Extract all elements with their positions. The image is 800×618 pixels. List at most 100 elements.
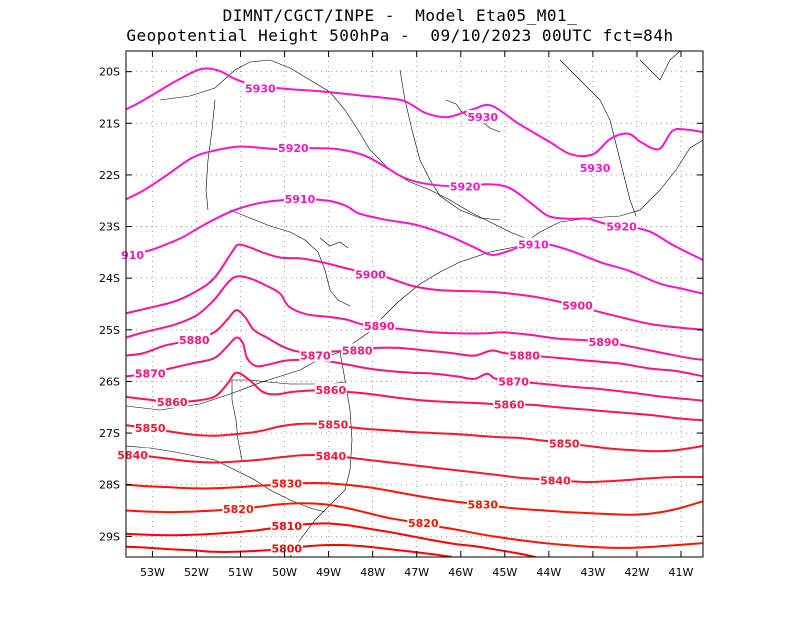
plot-area (126, 51, 703, 557)
coastline-map (126, 51, 703, 557)
contour-label-background (493, 397, 526, 411)
contour-label: 5930 (467, 111, 498, 124)
y-tick-label: 27S (99, 427, 120, 440)
contour-label-background (134, 420, 167, 434)
contour-label-background (277, 141, 310, 155)
contour-label: 5920 (606, 221, 637, 234)
y-tick-label: 25S (99, 324, 120, 337)
contour-line-5930 (126, 67, 703, 158)
contour-label-background (299, 348, 332, 362)
contour-label: 5870 (135, 368, 166, 381)
contour-label-background (270, 541, 303, 555)
contour-label-background (244, 81, 277, 95)
contour-label: 5930 (245, 83, 276, 96)
x-tick-label: 50W (272, 566, 297, 579)
contour-label: 5820 (223, 503, 254, 516)
y-tick-label: 24S (99, 272, 120, 285)
contour-label-background (548, 436, 581, 450)
x-tick-label: 43W (580, 566, 605, 579)
contour-label: 5890 (589, 336, 620, 349)
contour-label-background (517, 237, 550, 251)
contour-line-5870 (126, 336, 703, 402)
x-tick-label: 53W (140, 566, 165, 579)
chart-title-line-2: Geopotential Height 500hPa - 09/10/2023 … (126, 26, 674, 45)
x-tick-label: 51W (228, 566, 253, 579)
contour-label-background (539, 473, 572, 487)
x-tick-label: 45W (492, 566, 517, 579)
x-axis: 53W 52W 51W 50W 49W 48W 47W 46W 45W 44W 43W 42W 41W (140, 51, 694, 579)
contour-label-background (314, 448, 347, 462)
y-tick-label: 26S (99, 375, 120, 388)
reservoir (319, 237, 349, 249)
contour-label: 5920 (450, 180, 481, 193)
contour-label-background (317, 417, 350, 431)
x-tick-label: 44W (536, 566, 561, 579)
contour-label: 5860 (316, 384, 347, 397)
contour-label: 5820 (408, 517, 439, 530)
contour-line-5850 (126, 422, 703, 453)
contour-label-background (270, 476, 303, 490)
contour-label-background (605, 219, 638, 233)
contour-label-background (341, 343, 374, 357)
contour-label-background (116, 447, 149, 461)
contour-label-background (270, 519, 303, 533)
contour-label: 5880 (509, 350, 540, 363)
contour-label: 5920 (278, 142, 309, 155)
contour-label-background (508, 348, 541, 362)
contour-label: 5850 (135, 422, 166, 435)
contour-label: 5800 (271, 543, 302, 556)
contour-label: 5930 (580, 162, 611, 175)
contour-label: 5850 (549, 437, 580, 450)
x-tick-label: 41W (669, 566, 694, 579)
x-tick-label: 52W (184, 566, 209, 579)
contour-label-background (363, 319, 396, 333)
y-tick-label: 29S (99, 530, 120, 543)
x-tick-label: 47W (404, 566, 429, 579)
contour-label: 5840 (316, 450, 347, 463)
contour-label-background (466, 110, 499, 124)
state-border (159, 59, 531, 241)
contour-label: 5830 (467, 498, 498, 511)
contour-label-background (497, 374, 530, 388)
state-border (559, 59, 637, 217)
contour-label: 5860 (157, 396, 188, 409)
contour-label: 5870 (300, 350, 331, 363)
contour-label: 910 (121, 249, 144, 262)
chart-title-line-1: DIMNT/CGCT/INPE - Model Eta05_M01_ (222, 6, 578, 25)
contour-label-background (283, 192, 316, 206)
y-axis: 20S 21S 22S 23S 24S 25S 26S 27S 28S 29S (99, 66, 703, 543)
y-tick-label: 23S (99, 221, 120, 234)
contour-label: 5870 (498, 375, 529, 388)
contour-label-background (561, 298, 594, 312)
x-tick-label: 46W (448, 566, 473, 579)
contour-label-background (587, 335, 620, 349)
contour-label: 5860 (494, 399, 525, 412)
x-tick-label: 42W (624, 566, 649, 579)
contour-label: 5880 (342, 344, 373, 357)
state-border (205, 99, 216, 211)
contour-line-5810 (126, 522, 536, 557)
y-tick-label: 22S (99, 169, 120, 182)
contour-label-background (222, 501, 255, 515)
x-tick-label: 49W (316, 566, 341, 579)
coastline (126, 139, 703, 411)
contour-label-background (314, 383, 347, 397)
contour-line-5910 (126, 198, 703, 295)
contour-label-background (134, 366, 167, 380)
state-border (639, 51, 681, 81)
contour-label-background (354, 267, 387, 281)
contour-label-background (407, 515, 440, 529)
coastline-south (289, 351, 353, 557)
contour-label: 5850 (318, 418, 349, 431)
contour-label: 5900 (562, 300, 593, 313)
contour-label: 5880 (179, 334, 210, 347)
x-tick-label: 48W (360, 566, 385, 579)
contour-label-background (156, 395, 189, 409)
contour-label: 5910 (518, 239, 549, 252)
contour-label: 5840 (117, 449, 148, 462)
y-tick-label: 20S (99, 66, 120, 79)
contour-label: 5830 (271, 478, 302, 491)
contour-label-background (579, 161, 612, 175)
y-tick-label: 21S (99, 117, 120, 130)
